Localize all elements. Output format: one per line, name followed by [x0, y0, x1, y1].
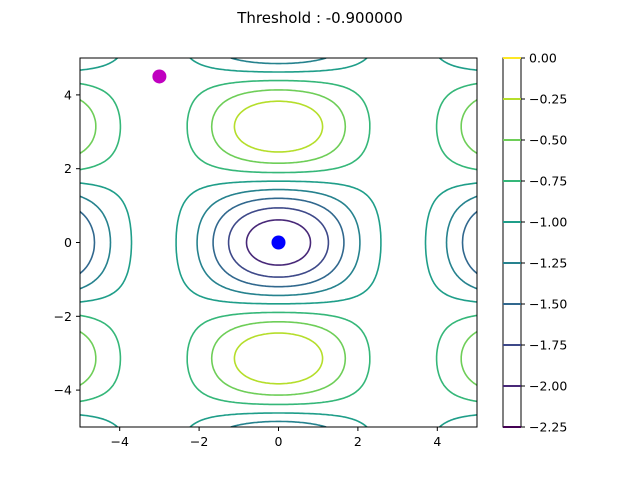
y-axis: −4 −2 0 2 4 — [54, 87, 80, 398]
colorbar-tick-label: −1.75 — [529, 338, 567, 353]
colorbar-tick-label: −0.75 — [529, 174, 567, 189]
contour-level-4 — [80, 58, 477, 427]
y-tick-label: −2 — [54, 309, 72, 324]
contour-level-8 — [245, 219, 312, 266]
colorbar-tick-label: −1.50 — [529, 297, 567, 312]
colorbar-tick-label: −1.25 — [529, 256, 567, 271]
colorbar-tick-label: −2.25 — [529, 420, 567, 435]
x-tick-label: −4 — [110, 434, 128, 449]
colorbar-frame — [502, 57, 522, 428]
marker-optimum — [271, 235, 286, 250]
contour-level-7 — [227, 207, 330, 278]
markers-layer — [152, 69, 286, 250]
x-tick-label: 0 — [275, 434, 283, 449]
y-tick-label: 2 — [64, 161, 72, 176]
x-tick-label: 2 — [354, 434, 362, 449]
marker-start — [152, 69, 167, 84]
x-tick-label: −2 — [190, 434, 208, 449]
colorbar-tick-label: 0.00 — [529, 51, 557, 66]
y-tick-label: −4 — [54, 383, 72, 398]
x-axis: −4 −2 0 2 4 — [110, 427, 441, 449]
chart-title: Threshold : -0.900000 — [236, 9, 403, 27]
colorbar-tick-label: −1.00 — [529, 215, 567, 230]
y-tick-label: 0 — [64, 235, 72, 250]
colorbar-tick-label: −0.25 — [529, 92, 567, 107]
x-tick-label: 4 — [433, 434, 441, 449]
y-tick-label: 4 — [64, 87, 72, 102]
contour-level-6 — [80, 197, 477, 288]
contour-level-1 — [233, 100, 324, 385]
colorbar-tick-label: −0.50 — [529, 133, 567, 148]
colorbar-tick-label: −2.00 — [529, 379, 567, 394]
contour-level-3 — [80, 79, 477, 406]
contour-level-2 — [80, 89, 477, 396]
contour-lines — [80, 58, 477, 427]
colorbar: 0.00 −0.25 −0.50 −0.75 −1.00 −1.25 −1.50 −1.75 −… — [502, 51, 567, 435]
